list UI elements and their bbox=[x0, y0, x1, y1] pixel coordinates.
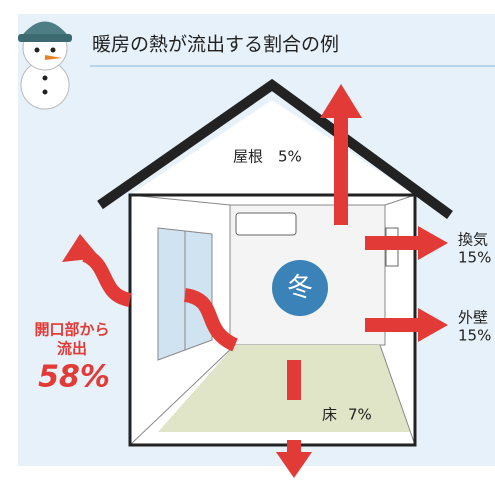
season-badge bbox=[272, 260, 328, 316]
floor-name: 床 bbox=[322, 406, 337, 424]
season-text: 冬 bbox=[287, 273, 313, 303]
openings-line1: 開口部から bbox=[34, 321, 109, 339]
wall-value: 15% bbox=[458, 327, 491, 345]
openings-line2: 流出 bbox=[57, 340, 87, 358]
openings-value: 58% bbox=[38, 360, 110, 395]
ventilation-value: 15% bbox=[458, 249, 491, 267]
roof-name: 屋根 bbox=[233, 148, 263, 166]
title: 暖房の熱が流出する割合の例 bbox=[92, 34, 339, 56]
floor-value: 7% bbox=[348, 406, 372, 424]
wall-name: 外壁 bbox=[458, 309, 488, 327]
snowman bbox=[18, 21, 72, 110]
ventilation-name: 換気 bbox=[458, 231, 488, 249]
roof-value: 5% bbox=[278, 148, 302, 166]
heat-arrows bbox=[62, 84, 448, 478]
